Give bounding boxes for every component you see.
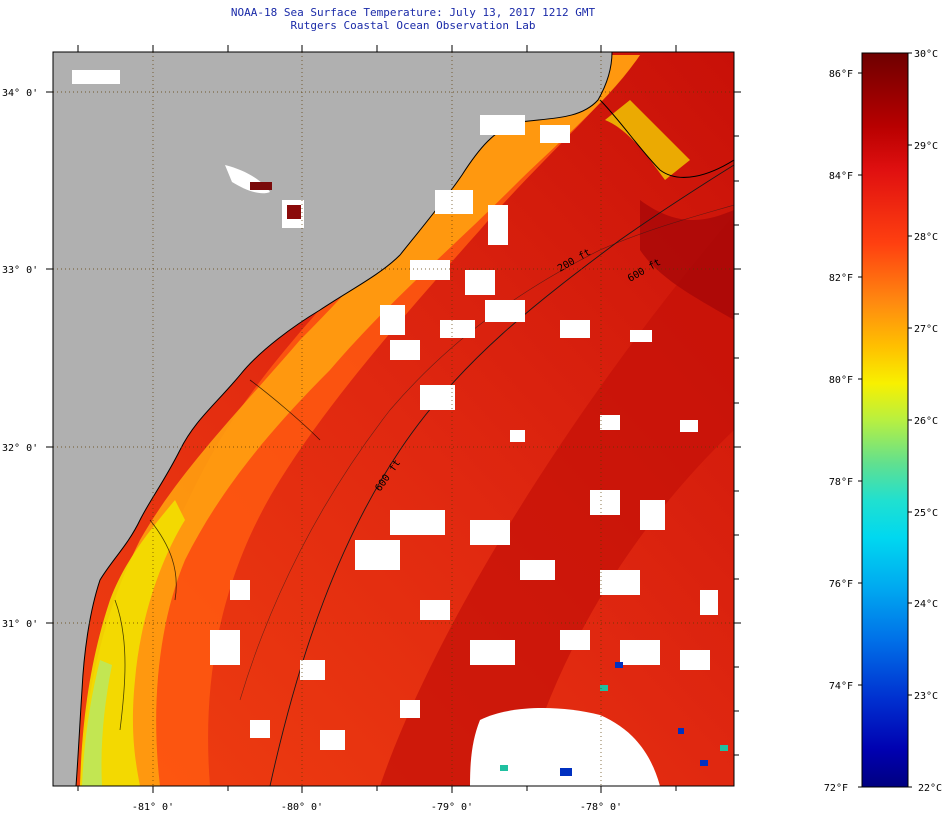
contour-600ft: [269, 164, 734, 786]
inner-shoreline: [114, 379, 321, 731]
colorbar-f-84: 84°F: [829, 171, 853, 182]
colorbar-c-22: 22°C: [918, 783, 942, 794]
axis-ticks: [46, 45, 741, 793]
gulf-stream-band: [380, 215, 734, 786]
colorbar-c-24: 24°C: [914, 599, 938, 610]
colorbar-f-74: 74°F: [829, 681, 853, 692]
colorbar-c-26: 26°C: [914, 416, 938, 427]
chart-subtitle: Rutgers Coastal Ocean Observation Lab: [290, 19, 536, 32]
colorbar-f-80: 80°F: [829, 375, 853, 386]
lon-label-79: -79° 0': [431, 802, 473, 813]
lon-label-78: -78° 0': [580, 802, 622, 813]
colorbar-ticks: [858, 52, 912, 788]
lon-label-80: -80° 0': [281, 802, 323, 813]
contour-200ft: [239, 204, 734, 701]
map-frame: [52, 51, 735, 787]
colorbar-c-29: 29°C: [914, 141, 938, 152]
inland-lake-2: [287, 205, 301, 219]
sound-cool-patch: [605, 100, 690, 180]
coastal-green-band: [82, 660, 112, 786]
lat-label-33: 33° 0': [2, 265, 38, 276]
lon-label-81: -81° 0': [132, 802, 174, 813]
lat-label-32: 32° 0': [2, 443, 38, 454]
lat-label-31: 31° 0': [2, 619, 38, 630]
coastal-yellow-band: [80, 500, 185, 786]
cloud-mask: [210, 115, 718, 786]
colorbar-f-78: 78°F: [829, 477, 853, 488]
cool-pixels: [500, 685, 728, 771]
colorbar-f-72: 72°F: [824, 783, 848, 794]
warm-core: [640, 200, 734, 320]
coastline-north: [599, 99, 734, 178]
colorbar: 86°F 84°F 82°F 80°F 78°F 76°F 74°F 72°F …: [824, 49, 942, 794]
inland-lake-1: [250, 182, 272, 190]
colorbar-f-82: 82°F: [829, 273, 853, 284]
colorbar-c-28: 28°C: [914, 232, 938, 243]
colorbar-f-86: 86°F: [829, 69, 853, 80]
cold-pixels: [560, 662, 708, 776]
colorbar-c-25: 25°C: [914, 508, 938, 519]
graticule: [53, 52, 734, 786]
inland-cloud-3: [72, 70, 120, 84]
map-plot: 200 ft 600 ft 600 ft: [53, 52, 734, 786]
chart-title: NOAA-18 Sea Surface Temperature: July 13…: [230, 6, 596, 19]
colorbar-c-27: 27°C: [914, 324, 938, 335]
land-mass: [53, 52, 612, 786]
colorbar-gradient: [861, 52, 909, 788]
colorbar-f-76: 76°F: [829, 579, 853, 590]
colorbar-c-30: 30°C: [914, 49, 938, 60]
lat-label-34: 34° 0': [2, 88, 38, 99]
coastal-cool-band: [80, 55, 640, 786]
colorbar-c-23: 23°C: [914, 691, 938, 702]
